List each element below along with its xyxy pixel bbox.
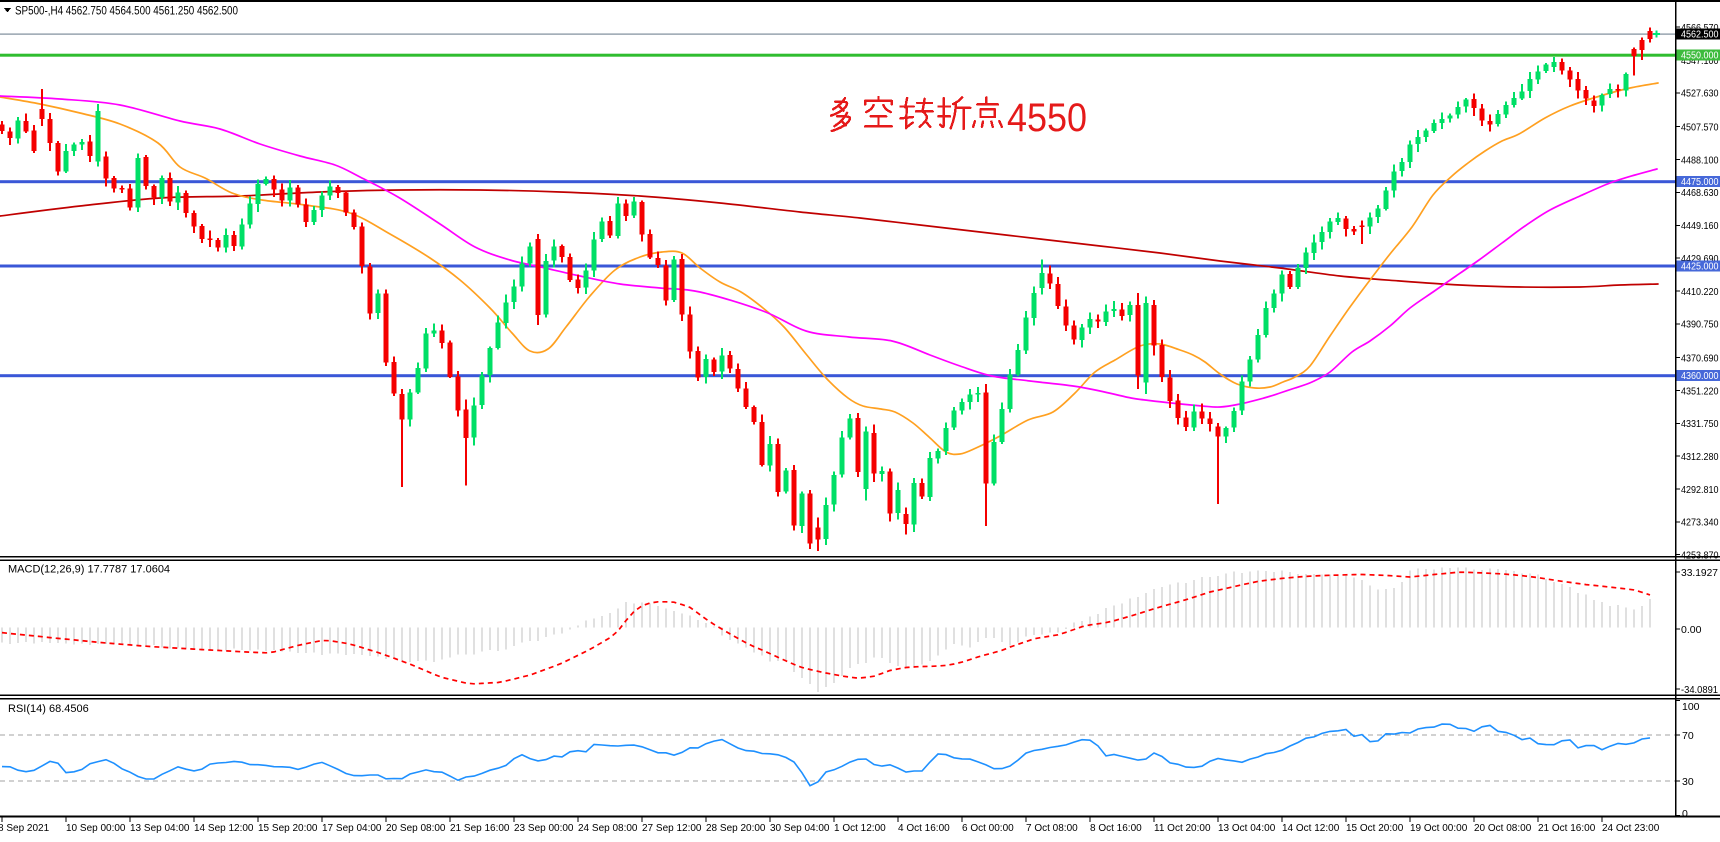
svg-text:4488.100: 4488.100 [1681, 154, 1719, 166]
svg-text:14 Oct 12:00: 14 Oct 12:00 [1282, 823, 1340, 834]
svg-text:21 Sep 16:00: 21 Sep 16:00 [450, 823, 510, 834]
svg-text:19 Oct 00:00: 19 Oct 00:00 [1410, 823, 1468, 834]
svg-text:4360.000: 4360.000 [1681, 371, 1719, 382]
svg-text:4 Oct 16:00: 4 Oct 16:00 [898, 823, 950, 834]
svg-text:0.00: 0.00 [1681, 624, 1702, 636]
svg-text:4449.160: 4449.160 [1681, 220, 1719, 232]
svg-text:4273.340: 4273.340 [1681, 517, 1719, 529]
svg-text:RSI(14) 68.4506: RSI(14) 68.4506 [8, 703, 89, 715]
svg-text:4292.810: 4292.810 [1681, 484, 1719, 496]
svg-text:70: 70 [1682, 730, 1694, 742]
svg-text:1 Oct 12:00: 1 Oct 12:00 [834, 823, 886, 834]
svg-text:23 Sep 00:00: 23 Sep 00:00 [514, 823, 574, 834]
svg-text:27 Sep 12:00: 27 Sep 12:00 [642, 823, 702, 834]
svg-text:8 Sep 2021: 8 Sep 2021 [0, 823, 50, 834]
svg-text:4468.630: 4468.630 [1681, 187, 1719, 199]
svg-text:10 Sep 00:00: 10 Sep 00:00 [66, 823, 126, 834]
svg-text:4475.000: 4475.000 [1681, 177, 1719, 188]
svg-text:4425.000: 4425.000 [1681, 262, 1719, 273]
svg-text:20 Sep 08:00: 20 Sep 08:00 [386, 823, 446, 834]
svg-text:24 Sep 08:00: 24 Sep 08:00 [578, 823, 638, 834]
svg-text:100: 100 [1682, 701, 1700, 713]
svg-text:4550: 4550 [1007, 96, 1087, 140]
svg-text:6 Oct 00:00: 6 Oct 00:00 [962, 823, 1014, 834]
svg-text:30 Sep 04:00: 30 Sep 04:00 [770, 823, 830, 834]
svg-text:21 Oct 16:00: 21 Oct 16:00 [1538, 823, 1596, 834]
svg-text:24 Oct 23:00: 24 Oct 23:00 [1602, 823, 1660, 834]
svg-text:11 Oct 20:00: 11 Oct 20:00 [1154, 823, 1211, 834]
svg-text:SP500-,H4 4562.750 4564.500 4: SP500-,H4 4562.750 4564.500 4561.250 456… [15, 6, 238, 18]
svg-text:17 Sep 04:00: 17 Sep 04:00 [322, 823, 382, 834]
svg-text:4312.280: 4312.280 [1681, 451, 1719, 463]
svg-text:13 Sep 04:00: 13 Sep 04:00 [130, 823, 190, 834]
svg-text:30: 30 [1682, 776, 1694, 788]
svg-text:4562.500: 4562.500 [1681, 30, 1719, 41]
svg-text:13 Oct 04:00: 13 Oct 04:00 [1218, 823, 1276, 834]
svg-text:15 Oct 20:00: 15 Oct 20:00 [1346, 823, 1404, 834]
svg-text:20 Oct 08:00: 20 Oct 08:00 [1474, 823, 1532, 834]
svg-text:0: 0 [1682, 808, 1688, 820]
svg-text:MACD(12,26,9) 17.7787 17.0604: MACD(12,26,9) 17.7787 17.0604 [8, 564, 170, 576]
svg-text:14 Sep 12:00: 14 Sep 12:00 [194, 823, 254, 834]
svg-text:4253.870: 4253.870 [1681, 550, 1719, 562]
svg-text:4550.000: 4550.000 [1681, 51, 1719, 62]
svg-text:28 Sep 20:00: 28 Sep 20:00 [706, 823, 766, 834]
svg-text:4527.630: 4527.630 [1681, 88, 1719, 100]
svg-text:15 Sep 20:00: 15 Sep 20:00 [258, 823, 318, 834]
svg-text:4390.750: 4390.750 [1681, 319, 1719, 331]
svg-text:4370.690: 4370.690 [1681, 352, 1719, 364]
svg-text:8 Oct 16:00: 8 Oct 16:00 [1090, 823, 1142, 834]
svg-text:4507.570: 4507.570 [1681, 122, 1719, 134]
svg-text:4351.220: 4351.220 [1681, 385, 1719, 397]
svg-text:33.1927: 33.1927 [1681, 567, 1718, 579]
svg-text:-34.0891: -34.0891 [1681, 684, 1718, 696]
svg-text:7 Oct 08:00: 7 Oct 08:00 [1026, 823, 1078, 834]
svg-text:4331.750: 4331.750 [1681, 418, 1719, 430]
svg-text:4410.220: 4410.220 [1681, 286, 1719, 298]
